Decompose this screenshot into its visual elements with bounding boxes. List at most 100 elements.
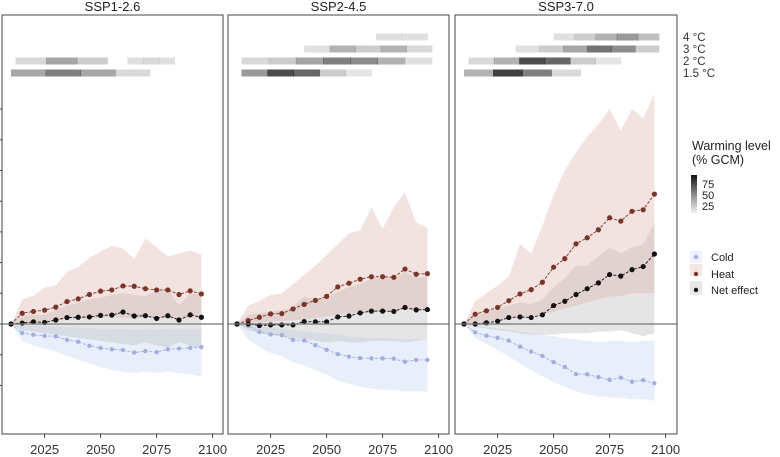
- point-heat: [618, 218, 624, 224]
- point-cold: [484, 333, 489, 338]
- point-cold: [495, 335, 500, 341]
- point-cold: [607, 377, 612, 383]
- point-cold: [64, 337, 70, 343]
- colorbar-title-line2: (% GCM): [692, 153, 744, 167]
- point-heat: [30, 308, 36, 315]
- point-cold: [391, 356, 396, 361]
- band-net-effect: [11, 288, 202, 349]
- point-net-effect: [424, 306, 430, 313]
- point-heat: [301, 301, 307, 307]
- point-cold: [87, 343, 92, 348]
- warming-level-cell: [493, 69, 523, 77]
- x-tick-label: 2075: [368, 442, 397, 457]
- legend-label-net: Net effect: [711, 285, 758, 297]
- point-heat: [98, 288, 104, 294]
- x-tick-label: 2100: [424, 442, 453, 457]
- point-cold: [506, 338, 511, 343]
- point-net-effect: [324, 319, 330, 325]
- x-tick-label: 2075: [142, 442, 171, 457]
- point-net-effect: [131, 313, 137, 319]
- point-net-effect: [651, 251, 658, 257]
- warming-level-cell: [158, 57, 176, 65]
- point-cold: [53, 334, 58, 339]
- warming-level-cell: [375, 33, 403, 41]
- point-cold: [369, 356, 374, 361]
- point-net-effect: [391, 308, 397, 315]
- point-heat: [368, 274, 374, 280]
- point-net-effect: [595, 280, 602, 286]
- point-net-effect: [312, 319, 318, 325]
- point-heat: [528, 287, 534, 293]
- point-net-effect: [187, 312, 193, 318]
- point-net-effect: [539, 312, 546, 318]
- point-net-effect: [98, 312, 104, 319]
- point-cold: [618, 375, 623, 380]
- point-net-effect: [154, 315, 160, 322]
- point-heat: [279, 310, 285, 317]
- point-cold: [188, 345, 193, 351]
- warming-level-cell: [127, 57, 144, 65]
- point-net-effect: [517, 314, 523, 320]
- point-net-effect: [142, 313, 148, 319]
- point-heat: [562, 256, 568, 262]
- point-heat: [640, 207, 646, 213]
- warming-level-cell: [268, 57, 297, 65]
- point-net-effect: [506, 314, 512, 321]
- x-tick-label: 2050: [86, 442, 115, 457]
- point-cold: [517, 344, 523, 349]
- point-net-effect: [357, 310, 363, 316]
- point-net-effect: [551, 302, 557, 309]
- panel-2: SSP2-4.5 2025 2050 2075 2100: [227, 0, 453, 457]
- panel-title: SSP1-2.6: [85, 0, 141, 14]
- colorbar-tick-25: 25: [702, 201, 714, 213]
- point-cold: [313, 342, 318, 348]
- point-heat: [75, 296, 81, 302]
- point-net-effect: [176, 317, 182, 323]
- point-net-effect: [86, 314, 92, 320]
- point-cold: [279, 332, 284, 338]
- point-net-effect: [562, 298, 568, 304]
- point-cold: [109, 346, 115, 352]
- point-cold: [585, 372, 590, 377]
- point-heat: [176, 291, 182, 298]
- x-tick-label: 2050: [539, 442, 568, 457]
- point-net-effect: [402, 304, 408, 311]
- point-heat: [584, 235, 590, 241]
- legend-marker-heat: [693, 271, 699, 277]
- point-cold: [20, 330, 25, 336]
- warming-level-cell: [241, 69, 268, 77]
- warming-level-cell: [544, 57, 571, 65]
- point-cold: [573, 371, 579, 377]
- point-net-effect: [380, 308, 386, 314]
- point-heat: [120, 283, 126, 289]
- point-cold: [425, 357, 430, 363]
- point-net-effect: [495, 318, 501, 324]
- band-heat: [237, 191, 428, 324]
- point-heat: [268, 311, 274, 317]
- point-net-effect: [528, 314, 534, 321]
- legend-marker-net: [693, 287, 699, 293]
- point-heat: [131, 283, 137, 289]
- warming-level-cell: [304, 45, 331, 53]
- warming-level-cell: [11, 69, 47, 77]
- point-cold: [165, 346, 170, 352]
- point-cold: [154, 350, 159, 355]
- warming-level-cell: [519, 57, 546, 65]
- point-cold: [596, 374, 601, 380]
- warming-level-cell: [587, 45, 612, 53]
- panel-frame: [1, 14, 224, 435]
- band-heat: [464, 93, 655, 324]
- point-heat: [413, 271, 419, 277]
- warming-level-cell: [574, 33, 597, 41]
- point-heat: [357, 276, 363, 282]
- warming-level-cell: [406, 45, 433, 53]
- point-cold: [641, 377, 646, 383]
- warming-level-cell: [401, 33, 428, 41]
- band-cold: [464, 324, 655, 401]
- point-heat: [42, 307, 48, 313]
- warming-level-cell: [46, 57, 78, 65]
- point-cold: [414, 357, 419, 363]
- point-net-effect: [109, 312, 115, 318]
- point-net-effect: [268, 322, 274, 328]
- warming-level-cell: [634, 45, 660, 53]
